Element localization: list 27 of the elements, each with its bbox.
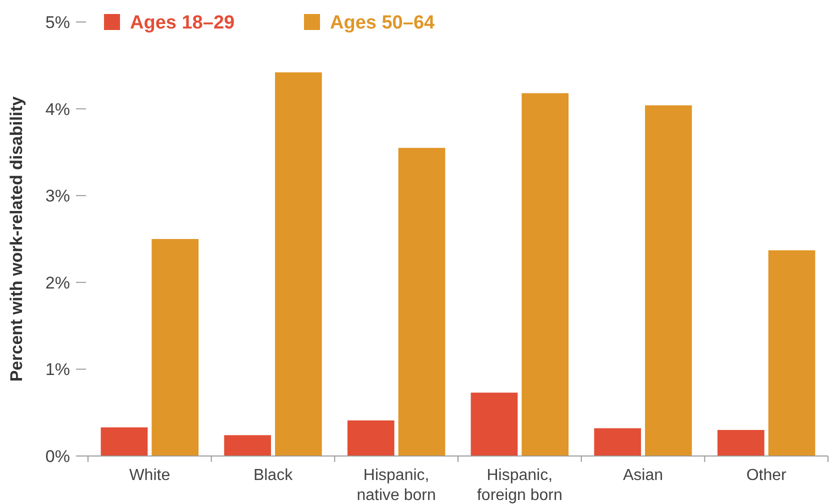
y-tick-label: 2% bbox=[45, 273, 70, 292]
bar bbox=[645, 105, 692, 456]
x-tick-label: Hispanic, foreign born bbox=[476, 467, 562, 504]
bar bbox=[594, 428, 641, 456]
y-tick-label: 5% bbox=[45, 12, 70, 32]
y-axis-title: Percent with work-related disability bbox=[7, 96, 26, 382]
bar bbox=[275, 72, 322, 456]
y-tick-label: 1% bbox=[45, 360, 70, 380]
y-tick-label: 3% bbox=[45, 186, 70, 206]
bar bbox=[100, 427, 148, 456]
bar bbox=[717, 430, 764, 456]
bar bbox=[398, 148, 446, 456]
x-tick-label: Asian bbox=[622, 467, 664, 484]
x-tick-label: Black bbox=[253, 467, 294, 484]
bar bbox=[522, 93, 569, 456]
y-tick-label: 4% bbox=[45, 100, 70, 119]
x-tick-label: Hispanic, native born bbox=[356, 467, 436, 504]
bar bbox=[152, 239, 199, 456]
bar bbox=[347, 420, 394, 456]
x-tick-label: White bbox=[129, 467, 170, 484]
legend-label: Ages 50–64 bbox=[330, 12, 436, 34]
y-tick-label: 0% bbox=[45, 446, 70, 466]
x-tick-label: Other bbox=[746, 467, 788, 484]
legend-label: Ages 18–29 bbox=[130, 12, 235, 34]
bar bbox=[224, 435, 271, 456]
bar bbox=[470, 392, 518, 456]
bar bbox=[768, 250, 816, 456]
